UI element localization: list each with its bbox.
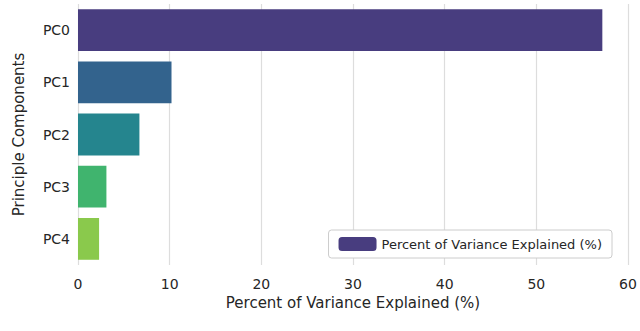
svg-text:PC2: PC2: [43, 127, 70, 143]
svg-text:Percent of Variance Explained: Percent of Variance Explained (%): [382, 237, 602, 252]
svg-text:10: 10: [161, 276, 179, 292]
svg-text:50: 50: [527, 276, 545, 292]
svg-text:PC4: PC4: [43, 231, 70, 247]
svg-text:40: 40: [436, 276, 454, 292]
svg-text:0: 0: [74, 276, 83, 292]
svg-text:20: 20: [252, 276, 270, 292]
svg-text:PC1: PC1: [43, 74, 70, 90]
svg-text:PC3: PC3: [43, 179, 70, 195]
svg-text:PC0: PC0: [43, 22, 70, 38]
svg-text:30: 30: [344, 276, 362, 292]
svg-text:Principle Components: Principle Components: [10, 53, 28, 217]
svg-text:Percent of Variance Explained: Percent of Variance Explained (%): [226, 294, 480, 312]
svg-text:60: 60: [619, 276, 637, 292]
